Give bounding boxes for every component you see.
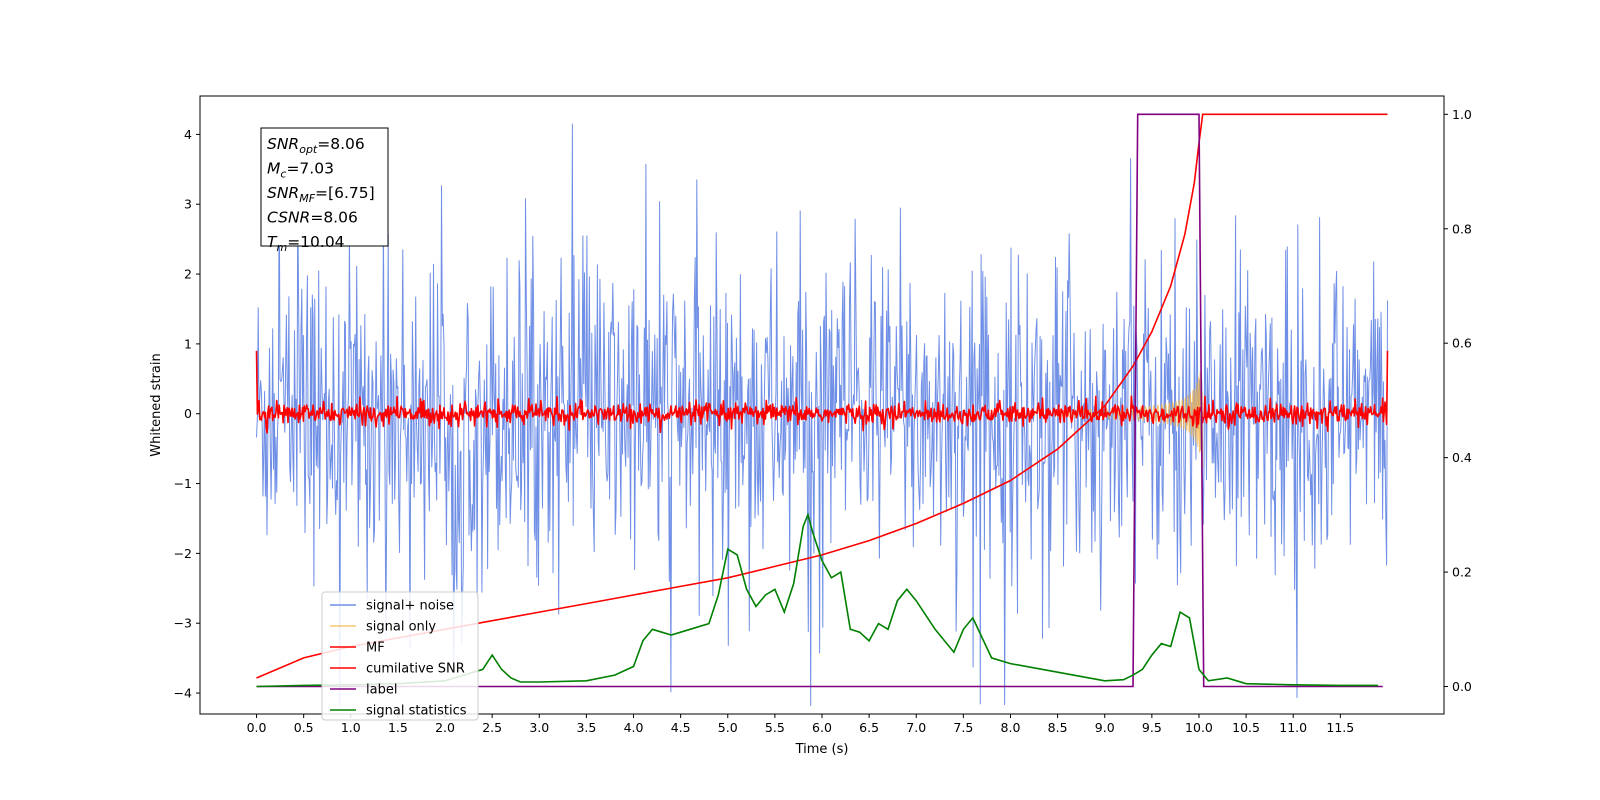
annotation-frame — [260, 127, 389, 247]
x-tick-label: 1.0 — [341, 720, 361, 735]
series-signal-statistics — [256, 512, 1378, 688]
y-left-tick-label: 4 — [184, 127, 192, 142]
legend-frame — [321, 591, 479, 721]
y-left-tick-label: −1 — [174, 476, 192, 491]
x-tick-label: 7.0 — [906, 720, 926, 735]
y-right-tick-label: 0.6 — [1452, 336, 1472, 351]
y-left-tick-label: −2 — [174, 546, 192, 561]
x-tick-label: 10.5 — [1232, 720, 1260, 735]
y-right-tick-label: 0.0 — [1452, 679, 1472, 694]
x-tick-label: 8.5 — [1048, 720, 1068, 735]
x-tick-label: 0.0 — [247, 720, 267, 735]
x-tick-label: 10.0 — [1185, 720, 1213, 735]
series-label — [256, 113, 1383, 688]
x-tick-label: 2.5 — [482, 720, 502, 735]
x-tick-label: 5.0 — [718, 720, 738, 735]
annotation-line: CSNR=8.06 — [267, 209, 358, 227]
x-tick-label: 9.5 — [1142, 720, 1162, 735]
legend-label: MF — [366, 641, 385, 656]
x-tick-label: 7.5 — [953, 720, 973, 735]
x-axis: 0.0 0.5 1.0 1.5 2.0 2.5 3.0 3.5 4.0 4.5 5.0 5.5 6.0 6… — [247, 714, 1354, 735]
line-2 — [255, 350, 1389, 434]
y-axis-right: 0.0 0.2 0.4 0.6 0.8 1.0 — [1444, 107, 1472, 694]
y-left-tick-label: 0 — [184, 406, 192, 421]
x-tick-label: 3.0 — [529, 720, 549, 735]
legend-label: label — [366, 683, 397, 698]
x-tick-label: 6.0 — [812, 720, 832, 735]
x-tick-label: 11.0 — [1279, 720, 1307, 735]
x-tick-label: 8.0 — [1001, 720, 1021, 735]
y-left-tick-label: 1 — [184, 336, 192, 351]
annotation-line: SNRopt=8.06 — [267, 135, 365, 156]
y-right-tick-label: 0.2 — [1452, 565, 1472, 580]
legend-label: signal statistics — [366, 704, 467, 719]
x-tick-label: 9.0 — [1095, 720, 1115, 735]
annotation-line: Tm=10.04 — [267, 233, 345, 254]
x-tick-label: 1.5 — [388, 720, 408, 735]
x-tick-label: 3.5 — [576, 720, 596, 735]
annotation-line: SNRMF=[6.75] — [267, 184, 375, 205]
x-tick-label: 11.5 — [1326, 720, 1354, 735]
y-left-tick-label: −4 — [174, 686, 192, 701]
y-left-tick-label: 3 — [184, 197, 192, 212]
series-mf — [255, 350, 1389, 434]
x-tick-label: 4.0 — [624, 720, 644, 735]
y-right-tick-label: 0.4 — [1452, 450, 1472, 465]
line-5 — [256, 512, 1378, 688]
x-tick-label: 0.5 — [294, 720, 314, 735]
annotation-line: Mc=7.03 — [267, 160, 334, 181]
x-tick-label: 2.0 — [435, 720, 455, 735]
y-right-tick-label: 1.0 — [1452, 107, 1472, 122]
x-tick-label: 6.5 — [859, 720, 879, 735]
y-right-tick-label: 0.8 — [1452, 221, 1472, 236]
legend-label: cumilative SNR — [366, 662, 465, 677]
annotation-box: SNRopt=8.06 Mc=7.03 SNRMF=[6.75] CSNR=8.06 T… — [260, 127, 389, 254]
y-axis-left: −4 −3 −2 −1 0 1 2 3 4 — [174, 127, 200, 701]
x-tick-label: 5.5 — [765, 720, 785, 735]
legend-label: signal+ noise — [366, 599, 454, 614]
y-left-tick-label: 2 — [184, 267, 192, 282]
legend-label: signal only — [366, 620, 436, 635]
legend: signal+ noise signal only MF cumilative SNR… — [321, 591, 479, 721]
line-4 — [256, 113, 1383, 688]
x-axis-label: Time (s) — [795, 742, 849, 757]
y-left-tick-label: −3 — [174, 616, 192, 631]
x-tick-label: 4.5 — [671, 720, 691, 735]
y-axis-label-left: Whitened strain — [149, 353, 164, 456]
